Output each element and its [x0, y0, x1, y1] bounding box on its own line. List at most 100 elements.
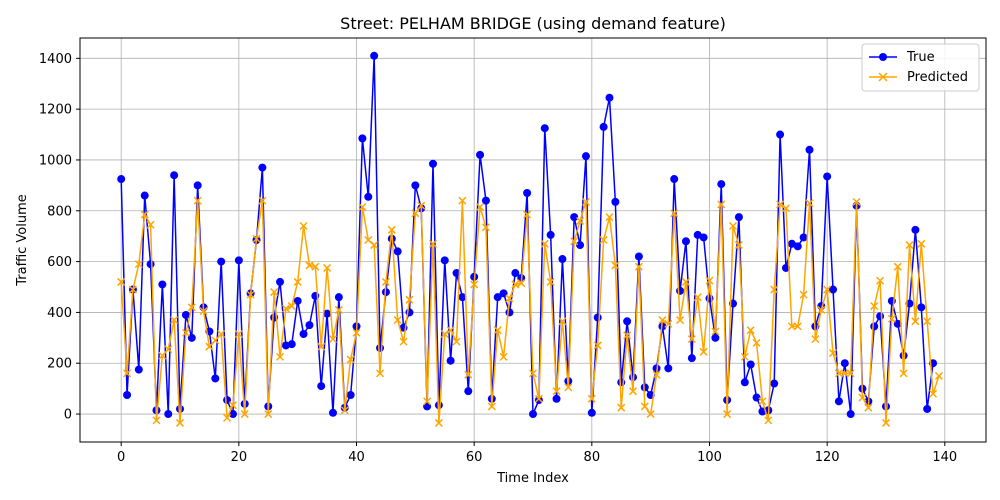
data-point-true: [911, 225, 920, 234]
data-point-predicted: [817, 305, 826, 314]
data-point-predicted: [528, 369, 538, 378]
data-point-true: [287, 340, 296, 349]
data-point-predicted: [570, 237, 579, 246]
data-point-predicted: [493, 326, 502, 335]
data-point-true: [834, 397, 843, 406]
x-tick-label: 100: [697, 450, 722, 465]
data-point-true: [752, 393, 761, 402]
data-point-predicted: [517, 279, 526, 288]
x-tick-label: 20: [231, 450, 248, 465]
data-point-predicted: [552, 387, 561, 396]
data-point-predicted: [846, 369, 855, 378]
data-point-predicted: [934, 371, 943, 380]
data-point-predicted: [234, 329, 243, 339]
data-point-true: [476, 150, 485, 159]
data-point-true: [846, 410, 855, 419]
data-point-predicted: [523, 210, 532, 219]
data-point-predicted: [217, 329, 226, 339]
data-point-predicted: [446, 326, 455, 335]
data-point-predicted: [876, 276, 885, 285]
data-point-predicted: [323, 263, 332, 272]
data-point-predicted: [164, 345, 173, 354]
data-point-predicted: [340, 406, 349, 415]
data-point-predicted: [311, 262, 320, 271]
data-point-true: [376, 343, 385, 352]
data-point-predicted: [770, 285, 779, 294]
data-point-true: [599, 122, 608, 131]
data-point-true: [211, 374, 220, 383]
x-tick-label: 120: [815, 450, 840, 465]
data-point-true: [458, 293, 467, 302]
data-point-predicted: [393, 316, 402, 325]
data-point-true: [393, 247, 402, 256]
data-point-predicted: [428, 239, 438, 248]
data-point-predicted: [781, 204, 791, 213]
x-tick-label: 60: [466, 450, 483, 465]
data-point-true: [540, 124, 549, 133]
data-point-predicted: [352, 328, 361, 337]
data-point-predicted: [652, 370, 661, 379]
data-point-predicted: [440, 329, 449, 339]
data-point-true: [493, 293, 502, 302]
data-point-true: [717, 180, 726, 189]
data-point-true: [123, 390, 132, 399]
data-point-true: [570, 213, 579, 222]
data-point-true: [681, 237, 690, 246]
data-point-true: [534, 396, 543, 405]
data-point-predicted: [858, 393, 867, 402]
data-point-predicted: [593, 341, 602, 350]
y-tick-label: 600: [47, 255, 72, 270]
data-point-predicted: [146, 220, 155, 229]
data-point-predicted: [670, 209, 679, 218]
data-point-predicted: [540, 239, 549, 248]
data-point-predicted: [193, 196, 202, 205]
data-point-predicted: [893, 262, 902, 271]
y-tick-label: 1400: [39, 52, 72, 67]
data-point-predicted: [776, 200, 785, 209]
data-point-predicted: [117, 277, 126, 286]
data-point-predicted: [246, 290, 255, 299]
data-point-predicted: [605, 213, 614, 222]
data-point-true: [923, 404, 932, 413]
data-point-predicted: [181, 328, 190, 337]
data-point-predicted: [864, 403, 873, 412]
legend-true-marker: [879, 53, 887, 61]
legend-box: [861, 43, 980, 92]
axis-ticks: 0 20 40 60 80 100 120 1400200400600800100012001…: [39, 52, 957, 465]
data-point-true: [193, 181, 202, 190]
data-point-true: [870, 322, 879, 331]
data-point-predicted: [834, 369, 843, 378]
data-point-predicted: [387, 225, 396, 234]
data-point-predicted: [581, 197, 590, 206]
data-point-predicted: [787, 322, 796, 331]
data-point-predicted: [381, 277, 390, 286]
data-point-true: [228, 410, 237, 419]
data-point-predicted: [534, 394, 543, 403]
data-point-predicted: [758, 397, 767, 406]
legend: True Predicted: [861, 43, 980, 92]
data-point-true: [346, 390, 355, 399]
data-point-predicted: [128, 285, 137, 294]
chart-title: Street: PELHAM BRIDGE (using demand feat…: [340, 14, 726, 33]
data-point-true: [358, 134, 367, 143]
data-point-true: [805, 145, 814, 154]
data-point-predicted: [611, 261, 620, 270]
data-point-predicted: [917, 239, 926, 248]
data-point-predicted: [417, 201, 426, 210]
data-point-predicted: [299, 221, 308, 231]
data-point-predicted: [281, 304, 290, 313]
y-tick-label: 400: [47, 306, 72, 321]
data-point-predicted: [211, 336, 220, 345]
data-point-predicted: [240, 410, 249, 419]
data-point-predicted: [905, 241, 914, 250]
x-tick-label: 80: [584, 450, 601, 465]
data-point-predicted: [158, 351, 167, 360]
data-point-true: [164, 410, 173, 419]
data-point-predicted: [187, 303, 196, 312]
data-point-predicted: [658, 316, 667, 325]
data-point-predicted: [411, 209, 420, 218]
data-point-predicted: [640, 402, 649, 411]
y-tick-label: 1200: [39, 103, 72, 118]
series-markers-predicted: [117, 196, 943, 427]
x-tick-label: 0: [117, 450, 125, 465]
